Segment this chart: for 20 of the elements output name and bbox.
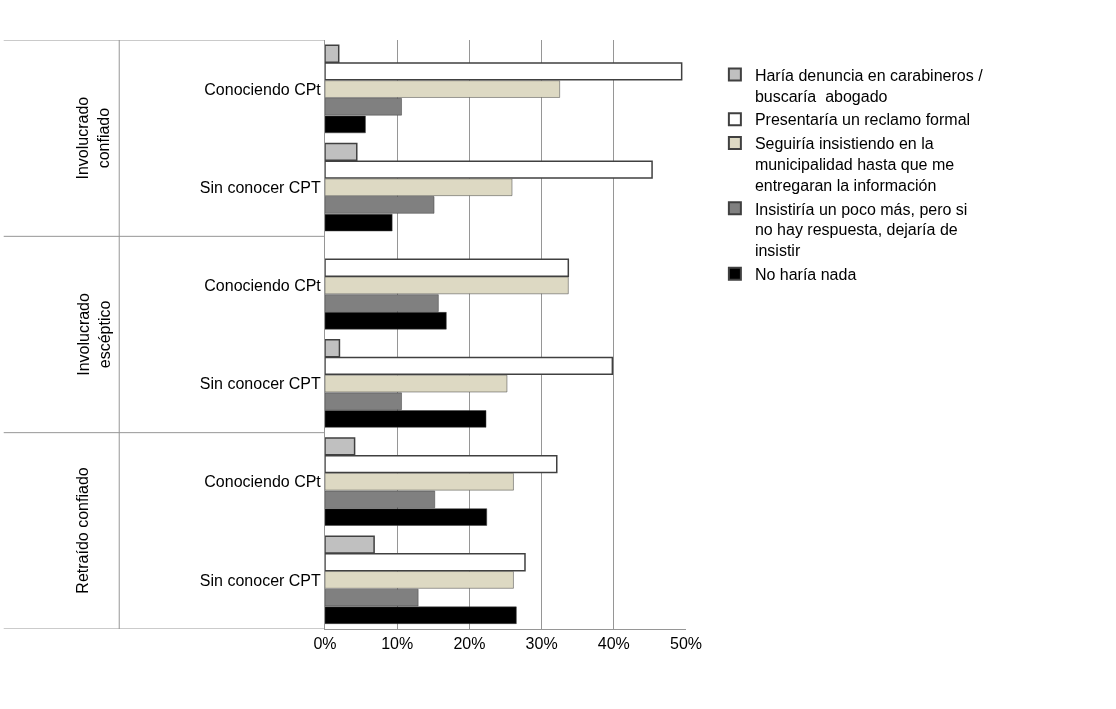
x-tick-label: 20%	[453, 635, 486, 653]
y-tick-label: Conociendo CPt	[204, 277, 322, 295]
legend-label: No haría nada	[754, 266, 857, 284]
y-tick-label: Conociendo CPt	[204, 80, 322, 98]
text: Involucrado escéptico	[74, 292, 113, 376]
x-tick-label: 30%	[525, 635, 558, 653]
legend-label: Presentaría un reclamo formal	[754, 111, 971, 129]
text: Involucrado confiado	[74, 96, 112, 180]
y-tick-label: Sin conocer CPT	[199, 571, 322, 589]
x-tick-label: 40%	[597, 635, 630, 653]
y-tick-label: Sin conocer CPT	[199, 375, 322, 393]
legend-label: Seguiría insistiendo en la municipalidad hasta que me entregaran la información	[754, 135, 955, 194]
legend-label: Insistiría un poco más, pero si no hay respuesta, dejaría de insistir	[754, 200, 968, 260]
x-tick-label: 0%	[313, 635, 337, 653]
legend-label: Haría denuncia en carabineros / buscaría abogado	[754, 66, 984, 105]
x-tick-label: 50%	[669, 635, 703, 653]
y-tick-label: Conociendo CPt	[204, 473, 322, 491]
y-tick-label: Sin conocer CPT	[199, 178, 322, 196]
x-tick-label: 10%	[381, 635, 414, 653]
text: Retraído confiado	[73, 467, 91, 594]
